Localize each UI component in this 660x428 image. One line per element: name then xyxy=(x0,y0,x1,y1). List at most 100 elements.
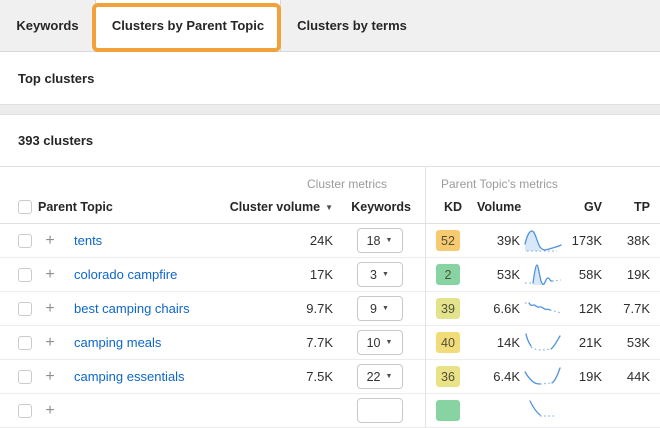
row-checkbox[interactable] xyxy=(18,335,32,350)
cluster-count-label: 393 clusters xyxy=(18,133,94,148)
cluster-volume-value: 17K xyxy=(309,267,333,282)
cluster-volume-value: 24K xyxy=(309,233,333,248)
parent-topic-link[interactable]: colorado campfire xyxy=(74,267,178,282)
keywords-cell: 3 ▼ xyxy=(333,262,426,287)
keywords-dropdown[interactable]: 3 ▼ xyxy=(356,262,403,287)
table-body: + tents 24K 18 ▼ 52 39K 173K 38K + color… xyxy=(0,224,660,428)
tab-bar: Keywords Clusters by Parent Topic Cluste… xyxy=(0,0,660,52)
keywords-cell: 9 ▼ xyxy=(333,296,426,321)
keywords-dropdown[interactable]: 10 ▼ xyxy=(356,330,403,355)
gv-value: 173K xyxy=(571,233,602,248)
volume-value: 6.6K xyxy=(493,301,520,316)
expand-plus-icon[interactable]: + xyxy=(45,401,55,419)
table-row: + camping essentials 7.5K 22 ▼ 36 6.4K 1… xyxy=(0,360,660,394)
chevron-down-icon: ▼ xyxy=(385,339,393,346)
tp-value: 44K xyxy=(626,369,650,384)
row-checkbox[interactable] xyxy=(18,267,32,282)
keywords-dropdown[interactable]: 22 ▼ xyxy=(356,364,403,389)
expand-plus-icon[interactable]: + xyxy=(45,231,55,249)
parent-topic-link[interactable]: best camping chairs xyxy=(74,301,190,316)
parent-topic-link[interactable]: camping meals xyxy=(74,335,162,350)
tp-value: 7.7K xyxy=(623,301,650,316)
col-header-volume[interactable]: Volume xyxy=(477,200,522,214)
sparkline xyxy=(520,364,565,390)
expand-plus-icon[interactable]: + xyxy=(45,299,55,317)
tab-clusters-by-parent-topic[interactable]: Clusters by Parent Topic xyxy=(95,0,281,51)
chevron-down-icon: ▼ xyxy=(382,305,389,312)
col-header-keywords[interactable]: Keywords xyxy=(351,200,411,214)
sort-desc-icon: ▼ xyxy=(325,202,333,212)
tab-keywords[interactable]: Keywords xyxy=(16,18,79,33)
sparkline xyxy=(520,228,565,254)
chevron-down-icon: ▼ xyxy=(385,373,393,380)
top-clusters-header: Top clusters xyxy=(0,52,660,104)
sparkline xyxy=(520,262,565,288)
kd-badge: 40 xyxy=(436,332,460,353)
kd-badge: 36 xyxy=(436,366,460,387)
gv-value: 58K xyxy=(578,267,602,282)
gv-value: 12K xyxy=(578,301,602,316)
row-checkbox[interactable] xyxy=(18,301,32,316)
sparkline xyxy=(520,330,565,356)
keywords-dropdown[interactable]: 18 ▼ xyxy=(356,228,403,253)
cluster-metrics-group-label: Cluster metrics xyxy=(306,177,387,191)
tp-value: 53K xyxy=(626,335,650,350)
table-row: + camping meals 7.7K 10 ▼ 40 14K 21K 53K xyxy=(0,326,660,360)
keywords-cell: 22 ▼ xyxy=(333,364,426,389)
tp-value: 38K xyxy=(626,233,650,248)
table-row: + colorado campfire 17K 3 ▼ 2 53K 58K 19… xyxy=(0,258,660,292)
kd-badge: 39 xyxy=(436,298,460,319)
cluster-volume-value: 7.7K xyxy=(306,335,333,350)
group-header-row: Cluster metrics Parent Topic’s metrics xyxy=(0,167,660,191)
row-checkbox[interactable] xyxy=(18,233,32,248)
section-divider xyxy=(0,104,660,115)
cluster-volume-label: Cluster volume xyxy=(229,200,321,214)
kd-badge: 52 xyxy=(436,230,460,251)
clusters-table: Cluster metrics Parent Topic’s metrics P… xyxy=(0,166,660,428)
keywords-cell: 18 ▼ xyxy=(333,228,426,253)
keywords-dropdown[interactable] xyxy=(356,398,403,423)
table-row: + best camping chairs 9.7K 9 ▼ 39 6.6K 1… xyxy=(0,292,660,326)
kd-cell: 36 xyxy=(426,366,470,387)
chevron-down-icon: ▼ xyxy=(385,237,393,244)
col-header-gv[interactable]: GV xyxy=(583,200,602,214)
volume-value: 53K xyxy=(496,267,520,282)
expand-plus-icon[interactable]: + xyxy=(45,367,55,385)
row-checkbox[interactable] xyxy=(18,369,32,384)
parent-topic-link[interactable]: camping essentials xyxy=(74,369,185,384)
table-row: + tents 24K 18 ▼ 52 39K 173K 38K xyxy=(0,224,660,258)
tab-clusters-by-terms[interactable]: Clusters by terms xyxy=(297,18,407,33)
keywords-cell: 10 ▼ xyxy=(333,330,426,355)
volume-value: 6.4K xyxy=(493,369,520,384)
gv-value: 19K xyxy=(578,369,602,384)
expand-plus-icon[interactable]: + xyxy=(45,265,55,283)
parent-topic-metrics-group-label: Parent Topic’s metrics xyxy=(441,177,558,191)
col-header-tp[interactable]: TP xyxy=(634,200,650,214)
col-header-cluster-volume[interactable]: Cluster volume ▼ xyxy=(230,200,333,214)
volume-value: 39K xyxy=(496,233,520,248)
volume-value: 14K xyxy=(496,335,520,350)
kd-cell xyxy=(426,400,470,421)
tp-value: 19K xyxy=(626,267,650,282)
row-checkbox[interactable] xyxy=(18,403,32,418)
top-clusters-label: Top clusters xyxy=(18,70,95,86)
expand-plus-icon[interactable]: + xyxy=(45,333,55,351)
column-header-row: Parent Topic Cluster volume ▼ Keywords K… xyxy=(0,191,660,224)
keywords-count: 18 xyxy=(366,233,381,248)
keywords-dropdown[interactable]: 9 ▼ xyxy=(356,296,403,321)
cluster-count-header: 393 clusters xyxy=(0,115,660,166)
cluster-volume-value: 7.5K xyxy=(306,369,333,384)
kd-badge: 2 xyxy=(436,264,460,285)
keywords-cell xyxy=(333,398,426,423)
table-row: + xyxy=(0,394,660,428)
chevron-down-icon: ▼ xyxy=(382,271,389,278)
col-header-parent-topic[interactable]: Parent Topic xyxy=(38,200,113,214)
keywords-count: 3 xyxy=(370,267,377,282)
gv-value: 21K xyxy=(578,335,602,350)
keywords-count: 22 xyxy=(366,369,381,384)
select-all-checkbox[interactable] xyxy=(18,200,32,214)
col-header-kd[interactable]: KD xyxy=(444,200,463,214)
parent-topic-link[interactable]: tents xyxy=(74,233,103,248)
kd-cell: 2 xyxy=(426,264,470,285)
cluster-volume-value: 9.7K xyxy=(306,301,333,316)
